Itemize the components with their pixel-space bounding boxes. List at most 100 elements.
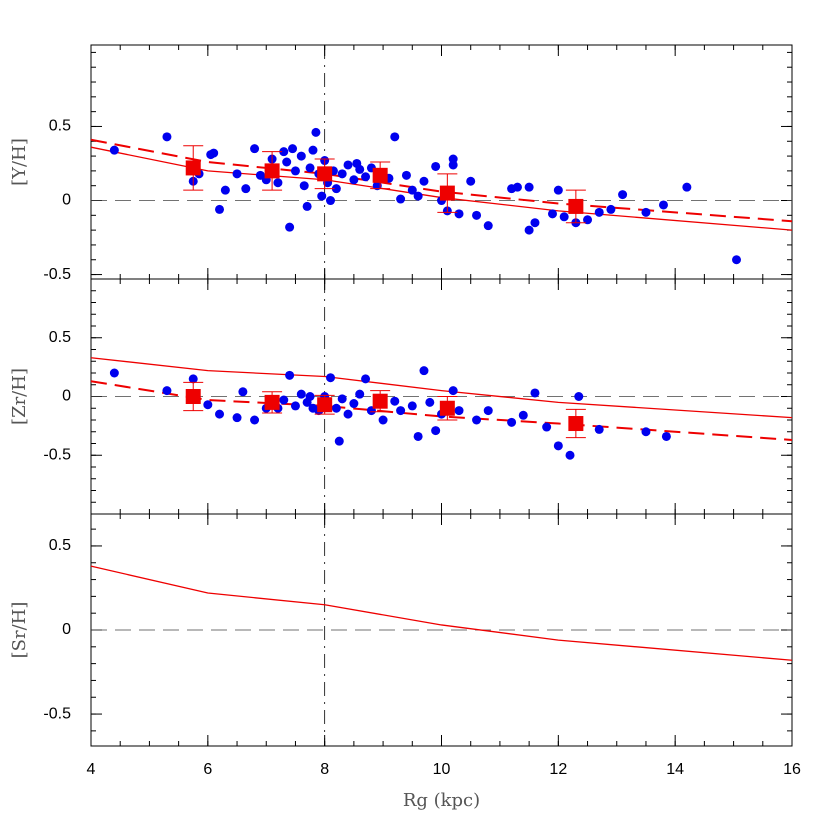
star-point bbox=[454, 406, 464, 416]
y-axis-label: [Y/H] bbox=[9, 138, 30, 186]
y-tick-label: -0.5 bbox=[43, 446, 71, 463]
mean-point bbox=[185, 160, 201, 176]
star-point bbox=[407, 401, 417, 411]
star-point bbox=[559, 212, 569, 222]
x-tick-label: 14 bbox=[666, 761, 684, 778]
star-point bbox=[530, 218, 540, 228]
star-point bbox=[606, 204, 616, 214]
star-point bbox=[594, 424, 604, 434]
x-tick-label: 8 bbox=[320, 761, 329, 778]
star-point bbox=[232, 169, 242, 179]
star-point bbox=[109, 368, 119, 378]
star-point bbox=[658, 200, 668, 210]
star-point bbox=[524, 182, 534, 192]
star-point bbox=[396, 194, 406, 204]
star-point bbox=[343, 160, 353, 170]
star-point bbox=[349, 399, 359, 409]
star-point bbox=[574, 392, 584, 401]
star-point bbox=[641, 207, 651, 217]
star-point bbox=[203, 400, 213, 410]
star-point bbox=[682, 182, 692, 192]
star-point bbox=[296, 389, 306, 399]
x-tick-label: 10 bbox=[433, 761, 451, 778]
mean-point bbox=[317, 397, 333, 413]
star-point bbox=[413, 431, 423, 441]
star-point bbox=[220, 185, 230, 195]
mean-point bbox=[185, 389, 201, 404]
star-point bbox=[390, 396, 400, 406]
star-point bbox=[483, 221, 493, 231]
mean-point bbox=[372, 167, 388, 183]
star-point bbox=[361, 172, 371, 182]
star-point bbox=[466, 176, 476, 186]
star-point bbox=[241, 184, 251, 194]
star-point bbox=[542, 422, 552, 432]
star-point bbox=[162, 386, 172, 396]
star-point bbox=[355, 389, 365, 399]
star-point bbox=[337, 394, 347, 404]
star-point bbox=[279, 395, 289, 405]
y-tick-label: -0.5 bbox=[43, 705, 71, 722]
mean-point bbox=[264, 394, 280, 410]
star-point bbox=[288, 144, 298, 154]
star-point bbox=[305, 392, 315, 401]
star-point bbox=[396, 406, 406, 416]
star-point bbox=[311, 127, 321, 137]
star-point bbox=[448, 386, 458, 396]
star-point bbox=[326, 373, 336, 383]
star-point bbox=[594, 207, 604, 217]
star-point bbox=[299, 181, 309, 191]
star-point bbox=[413, 191, 423, 201]
star-point bbox=[331, 403, 341, 413]
star-point bbox=[530, 388, 540, 398]
star-point bbox=[661, 431, 671, 441]
star-point bbox=[250, 415, 260, 425]
star-point bbox=[209, 148, 219, 158]
star-point bbox=[507, 417, 517, 427]
star-point bbox=[215, 204, 225, 214]
star-point bbox=[419, 176, 429, 186]
star-point bbox=[425, 397, 435, 407]
star-point bbox=[334, 436, 344, 446]
y-axis-label: [Sr/H] bbox=[9, 602, 30, 659]
mean-point bbox=[439, 185, 455, 201]
star-point bbox=[355, 164, 365, 174]
star-point bbox=[109, 145, 119, 155]
star-point bbox=[483, 406, 493, 416]
star-point bbox=[448, 160, 458, 170]
mean-point bbox=[372, 393, 388, 409]
star-point bbox=[372, 181, 382, 191]
mean-point bbox=[568, 198, 584, 214]
star-point bbox=[378, 415, 388, 425]
star-point bbox=[162, 132, 172, 142]
star-point bbox=[282, 157, 292, 167]
mean-point bbox=[439, 400, 455, 416]
star-point bbox=[431, 426, 441, 436]
star-point bbox=[390, 132, 400, 142]
star-point bbox=[349, 175, 359, 185]
y-tick-label: 0 bbox=[62, 192, 71, 209]
star-point bbox=[337, 169, 347, 179]
star-point bbox=[290, 166, 300, 176]
star-point bbox=[547, 209, 557, 219]
star-point bbox=[431, 161, 441, 171]
y-tick-label: 0.5 bbox=[49, 118, 71, 135]
star-point bbox=[407, 185, 417, 195]
star-point bbox=[317, 191, 327, 201]
star-point bbox=[518, 410, 528, 420]
x-tick-label: 12 bbox=[549, 761, 567, 778]
mean-point bbox=[317, 166, 333, 182]
star-point bbox=[238, 387, 248, 397]
star-point bbox=[290, 401, 300, 411]
star-point bbox=[583, 215, 593, 225]
star-point bbox=[326, 196, 336, 206]
star-point bbox=[279, 147, 289, 157]
x-tick-label: 4 bbox=[87, 761, 96, 778]
x-tick-label: 16 bbox=[783, 761, 801, 778]
model-line bbox=[90, 357, 793, 419]
mean-point bbox=[264, 163, 280, 179]
star-point bbox=[361, 374, 371, 384]
x-axis-label: Rg (kpc) bbox=[403, 790, 480, 811]
star-point bbox=[215, 409, 225, 419]
